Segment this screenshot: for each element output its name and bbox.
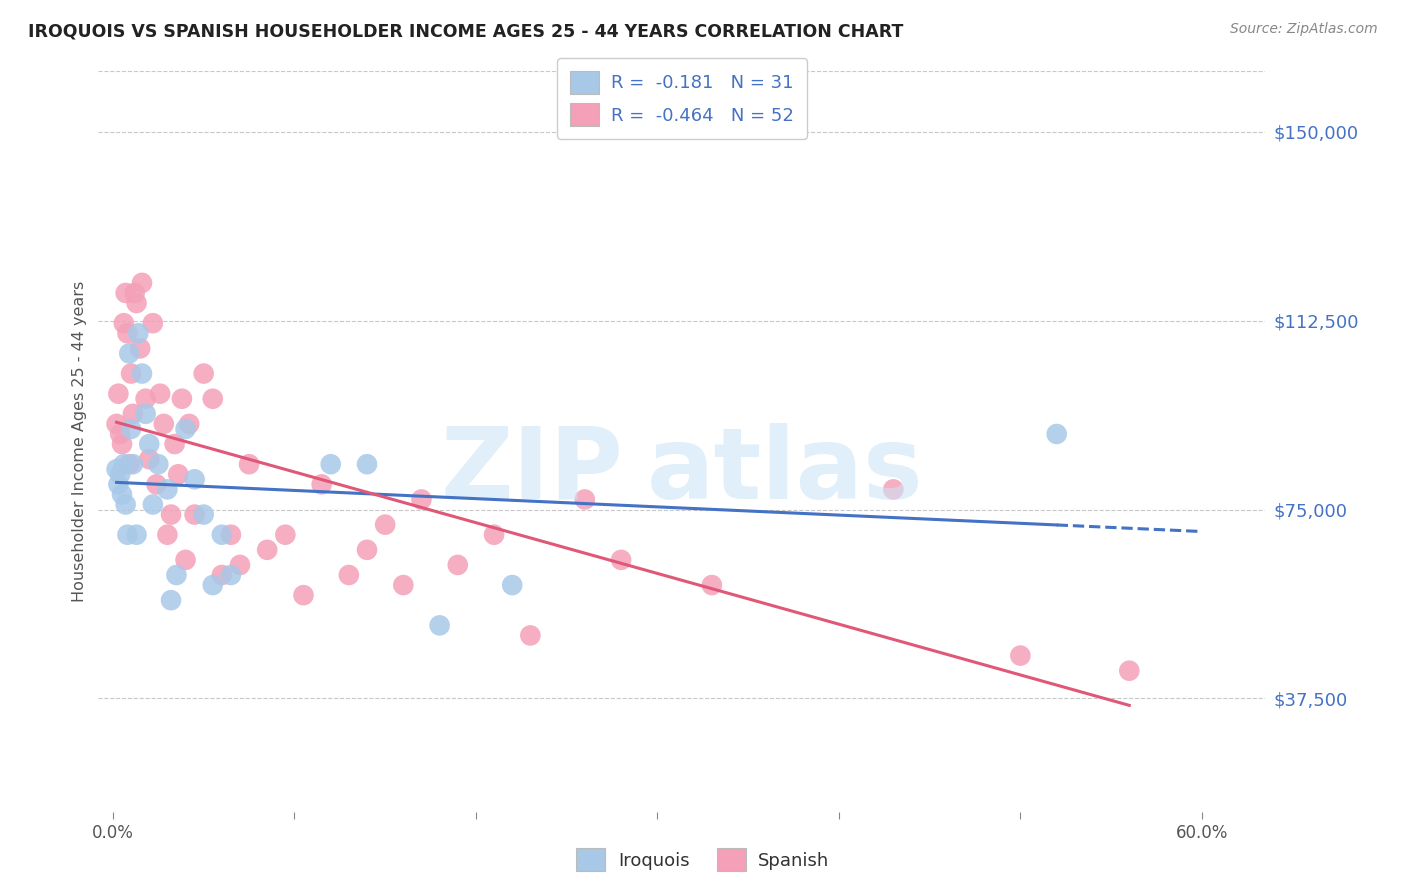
Point	[374, 517, 396, 532]
Point	[610, 553, 633, 567]
Point	[429, 618, 451, 632]
Point	[125, 527, 148, 541]
Point	[501, 578, 523, 592]
Point	[156, 527, 179, 541]
Point	[135, 407, 157, 421]
Point	[122, 457, 145, 471]
Point	[179, 417, 201, 431]
Point	[114, 498, 136, 512]
Point	[145, 477, 167, 491]
Text: atlas: atlas	[647, 423, 924, 520]
Point	[183, 472, 205, 486]
Point	[148, 457, 170, 471]
Point	[482, 527, 505, 541]
Point	[292, 588, 315, 602]
Legend: R =  -0.181   N = 31, R =  -0.464   N = 52: R = -0.181 N = 31, R = -0.464 N = 52	[557, 58, 807, 139]
Point	[138, 437, 160, 451]
Point	[138, 452, 160, 467]
Point	[108, 427, 131, 442]
Point	[392, 578, 415, 592]
Point	[129, 342, 152, 356]
Point	[238, 457, 260, 471]
Point	[319, 457, 342, 471]
Point	[120, 422, 142, 436]
Point	[211, 568, 233, 582]
Point	[112, 316, 135, 330]
Point	[1010, 648, 1032, 663]
Point	[111, 487, 134, 501]
Point	[174, 553, 197, 567]
Point	[882, 483, 904, 497]
Point	[120, 367, 142, 381]
Y-axis label: Householder Income Ages 25 - 44 years: Householder Income Ages 25 - 44 years	[72, 281, 87, 602]
Point	[117, 527, 139, 541]
Point	[156, 483, 179, 497]
Text: IROQUOIS VS SPANISH HOUSEHOLDER INCOME AGES 25 - 44 YEARS CORRELATION CHART: IROQUOIS VS SPANISH HOUSEHOLDER INCOME A…	[28, 22, 904, 40]
Point	[170, 392, 193, 406]
Point	[142, 498, 165, 512]
Point	[700, 578, 723, 592]
Point	[149, 386, 172, 401]
Point	[311, 477, 333, 491]
Point	[117, 326, 139, 341]
Point	[125, 296, 148, 310]
Point	[356, 457, 378, 471]
Point	[163, 437, 186, 451]
Text: ZIP: ZIP	[440, 423, 624, 520]
Point	[107, 477, 129, 491]
Point	[193, 508, 215, 522]
Point	[229, 558, 252, 572]
Point	[337, 568, 360, 582]
Point	[183, 508, 205, 522]
Point	[118, 457, 141, 471]
Point	[118, 346, 141, 360]
Point	[131, 367, 153, 381]
Point	[219, 527, 242, 541]
Point	[447, 558, 470, 572]
Point	[193, 367, 215, 381]
Point	[142, 316, 165, 330]
Point	[160, 593, 183, 607]
Point	[111, 437, 134, 451]
Point	[167, 467, 190, 482]
Point	[152, 417, 174, 431]
Point	[201, 392, 224, 406]
Point	[124, 285, 146, 300]
Point	[356, 542, 378, 557]
Point	[108, 467, 131, 482]
Point	[114, 285, 136, 300]
Text: Source: ZipAtlas.com: Source: ZipAtlas.com	[1230, 22, 1378, 37]
Point	[219, 568, 242, 582]
Point	[105, 417, 128, 431]
Point	[519, 628, 541, 642]
Point	[201, 578, 224, 592]
Point	[135, 392, 157, 406]
Point	[122, 407, 145, 421]
Point	[105, 462, 128, 476]
Point	[574, 492, 596, 507]
Point	[127, 326, 149, 341]
Legend: Iroquois, Spanish: Iroquois, Spanish	[569, 841, 837, 879]
Point	[1118, 664, 1140, 678]
Point	[174, 422, 197, 436]
Point	[131, 276, 153, 290]
Point	[1046, 427, 1069, 442]
Point	[160, 508, 183, 522]
Point	[211, 527, 233, 541]
Point	[112, 457, 135, 471]
Point	[166, 568, 188, 582]
Point	[411, 492, 433, 507]
Point	[256, 542, 278, 557]
Point	[107, 386, 129, 401]
Point	[274, 527, 297, 541]
